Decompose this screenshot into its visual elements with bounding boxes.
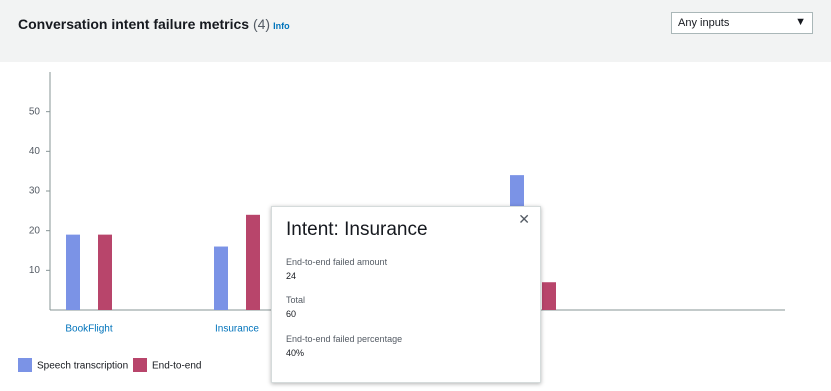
header: Conversation intent failure metrics (4) I…	[0, 0, 831, 62]
y-tick-label: 40	[29, 146, 41, 157]
legend-swatch	[18, 358, 32, 372]
legend-label: Speech transcription	[37, 361, 128, 372]
panel-title: Conversation intent failure metrics (4) I…	[18, 16, 290, 32]
y-tick-label: 20	[29, 225, 41, 236]
legend-swatch	[133, 358, 147, 372]
tooltip-label: End-to-end failed percentage	[286, 334, 403, 344]
x-tick-label: Insurance	[215, 324, 259, 335]
dropdown-arrow: ▼	[795, 16, 806, 28]
title-text: Conversation intent failure metrics	[18, 16, 250, 32]
filter-value: Any inputs	[678, 17, 730, 29]
bar	[214, 246, 228, 310]
tooltip-value: 60	[286, 309, 297, 319]
tooltip-value: 24	[286, 271, 297, 281]
y-tick-label: 30	[29, 186, 41, 197]
x-tick-label: BookFlight	[65, 324, 112, 335]
bar	[66, 234, 80, 310]
tooltip: ✕ Intent: Insurance End-to-end failed am…	[271, 206, 541, 383]
info-link[interactable]: Info	[273, 21, 290, 31]
bar	[542, 282, 556, 310]
tooltip-label: Total	[286, 295, 306, 305]
y-tick-label: 10	[29, 265, 41, 276]
count: (4)	[252, 16, 271, 32]
close-button[interactable]: ✕	[518, 211, 530, 227]
bar	[246, 214, 260, 310]
y-tick-label: 50	[29, 106, 41, 117]
tooltip-title: Intent: Insurance	[286, 219, 428, 240]
legend-label: End-to-end	[152, 361, 201, 372]
tooltip-label: End-to-end failed amount	[286, 257, 388, 267]
bar	[98, 234, 112, 310]
tooltip-value: 40%	[286, 348, 305, 358]
input-filter[interactable]: Any inputs ▼	[671, 12, 813, 34]
